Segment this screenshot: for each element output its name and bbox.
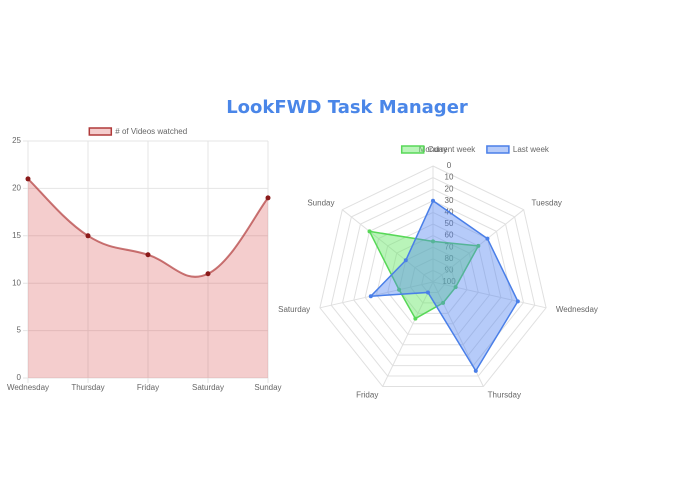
axis-label: Saturday: [278, 305, 310, 314]
y-tick-label: 25: [12, 136, 21, 145]
y-tick-label: 15: [12, 231, 21, 240]
point: [476, 243, 481, 248]
axis-label: Monday: [419, 145, 447, 154]
r-tick-label: 20: [445, 184, 454, 193]
page-title: LookFWD Task Manager: [226, 97, 468, 118]
r-tick-label: 30: [445, 196, 454, 205]
legend-label: Current week: [428, 145, 477, 154]
x-tick-label: Friday: [137, 383, 159, 392]
axis-label: Thursday: [488, 391, 521, 400]
point: [397, 287, 402, 292]
r-tick-label: 50: [445, 219, 454, 228]
axis-label: Wednesday: [556, 305, 598, 314]
axis-label: Friday: [356, 391, 378, 400]
legend-label: Last week: [513, 145, 550, 154]
y-tick-label: 20: [12, 184, 21, 193]
x-tick-label: Wednesday: [7, 383, 49, 392]
y-tick-label: 10: [12, 278, 21, 287]
point: [367, 229, 372, 234]
spoke: [319, 281, 434, 309]
r-tick-label: 100: [442, 277, 456, 286]
r-tick-label: 10: [445, 173, 454, 182]
point: [485, 236, 490, 241]
point: [265, 195, 271, 201]
legend-swatch: [400, 145, 425, 154]
legend-swatch: [486, 145, 510, 154]
radar-area: [368, 230, 480, 320]
radar-area: [368, 199, 519, 373]
grid-ring: [341, 188, 525, 367]
axis-label: Sunday: [307, 199, 334, 208]
r-tick-label: 70: [445, 242, 454, 251]
r-tick-label: 90: [445, 266, 454, 275]
x-tick-label: Sunday: [254, 383, 281, 392]
grid-ring: [319, 165, 547, 388]
area: [28, 178, 268, 378]
point: [25, 176, 31, 182]
y-tick-label: 0: [17, 373, 22, 382]
grid-ring: [398, 246, 468, 314]
point: [473, 368, 478, 373]
point: [441, 300, 446, 305]
y-tick-label: 5: [17, 326, 22, 335]
point: [403, 258, 408, 263]
x-tick-label: Thursday: [71, 383, 104, 392]
spoke: [382, 281, 434, 387]
point: [431, 198, 435, 203]
grid-ring: [409, 258, 457, 304]
legend-swatch: [88, 127, 113, 136]
point: [85, 233, 91, 239]
legend-label: # of Videos watched: [115, 127, 187, 136]
point: [515, 299, 520, 304]
grid-ring: [421, 269, 445, 293]
grid-ring: [375, 223, 491, 335]
r-tick-label: 0: [447, 161, 452, 170]
grid-ring: [364, 211, 502, 346]
r-tick-label: 60: [445, 231, 454, 240]
point: [431, 239, 435, 244]
point: [205, 271, 211, 277]
spoke: [341, 209, 434, 283]
point: [368, 294, 373, 299]
r-tick-label: 80: [445, 254, 454, 263]
point: [145, 252, 151, 258]
axis-label: Tuesday: [532, 199, 562, 208]
point: [453, 285, 458, 290]
grid-ring: [353, 200, 513, 356]
point: [413, 316, 418, 321]
grid-ring: [330, 177, 536, 377]
point: [425, 290, 430, 295]
x-tick-label: Saturday: [192, 383, 224, 392]
spoke: [432, 281, 547, 309]
